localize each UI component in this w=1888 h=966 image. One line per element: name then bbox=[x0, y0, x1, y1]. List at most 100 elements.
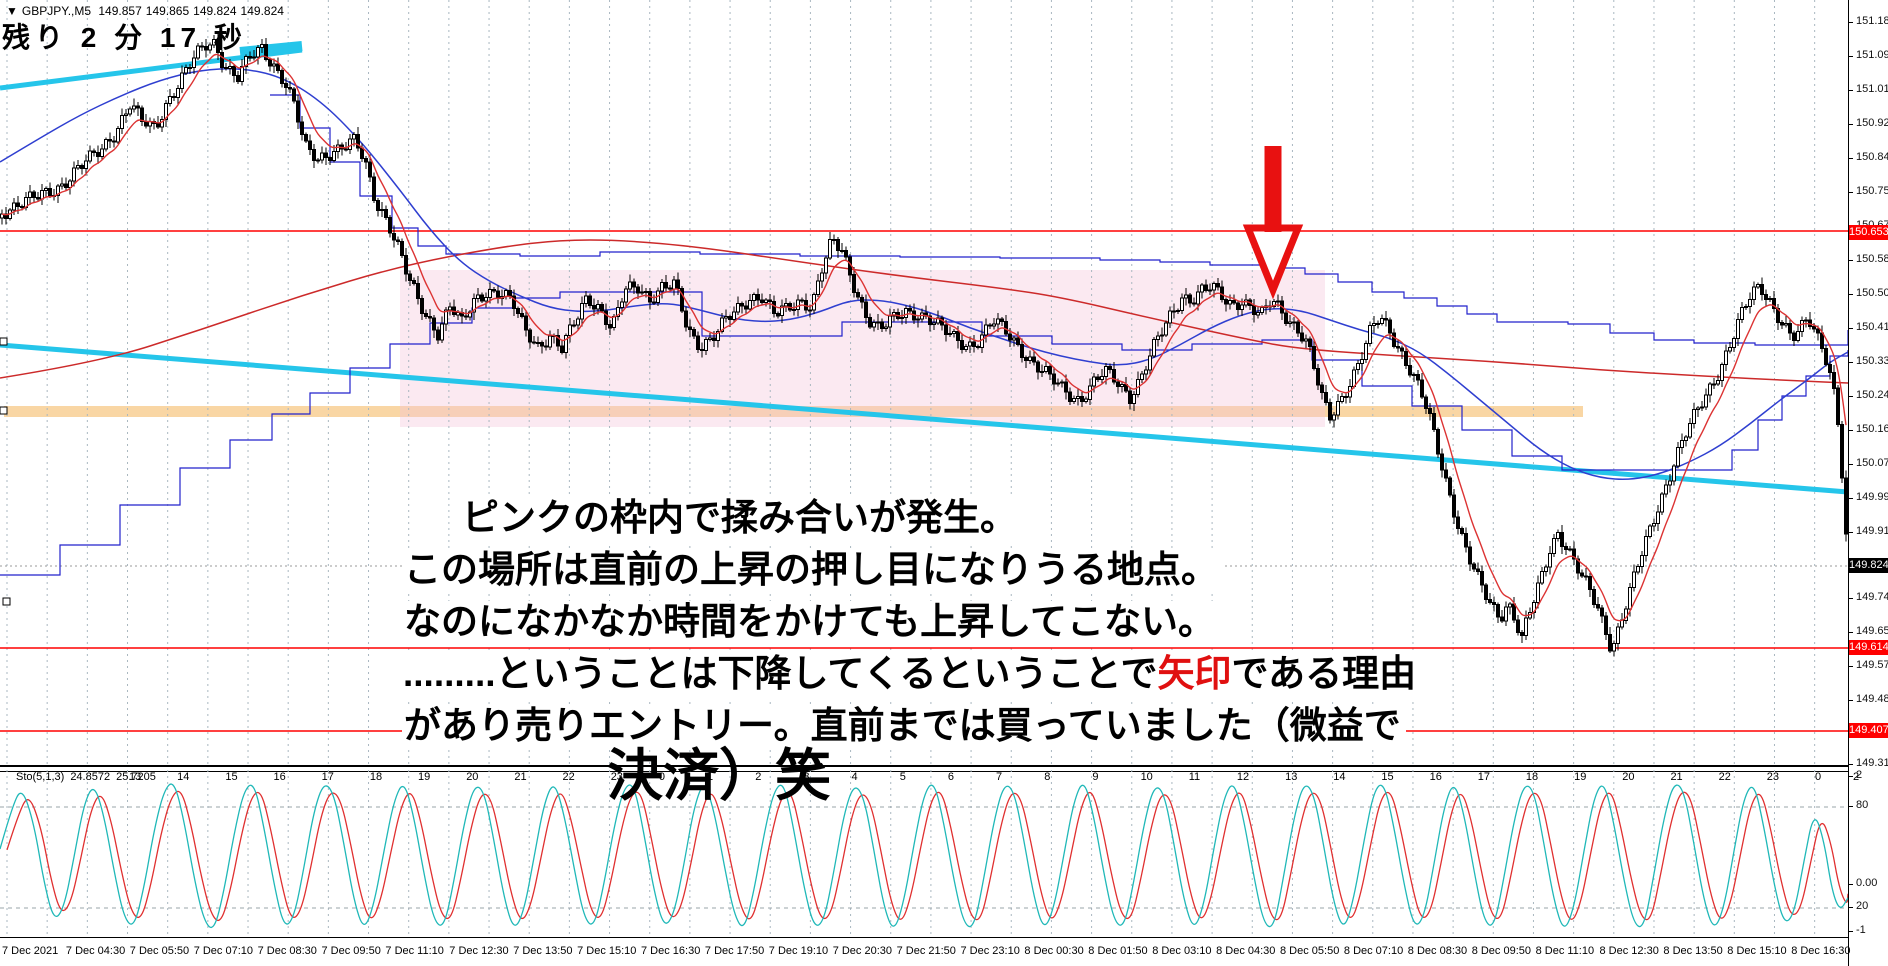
hour-tick-label: 2 bbox=[755, 771, 762, 783]
date-tick-label: 8 Dec 01:50 bbox=[1088, 945, 1148, 957]
stochastic-canvas[interactable] bbox=[0, 770, 1848, 936]
axis-tick-mark bbox=[1849, 806, 1853, 807]
cyan-trendline-thick-cap bbox=[239, 41, 303, 57]
indicator-d-value: 25.7205 bbox=[116, 771, 156, 783]
axis-tick-mark bbox=[1849, 430, 1853, 431]
hour-tick-label: 20 bbox=[466, 771, 479, 783]
hour-tick-label: 19 bbox=[418, 771, 431, 783]
price-tick-label: 149.315 bbox=[1856, 757, 1888, 769]
axis-tick-mark bbox=[1849, 464, 1853, 465]
annotation-line-1: ピンクの枠内で揉み合いが発生。 bbox=[460, 497, 1022, 542]
date-tick-label: 8 Dec 08:30 bbox=[1407, 945, 1468, 957]
price-tick-label: 150.330 bbox=[1856, 355, 1888, 367]
price-tick-label: 150.500 bbox=[1856, 287, 1888, 299]
date-tick-label: 7 Dec 19:10 bbox=[768, 945, 829, 957]
object-handle bbox=[0, 406, 8, 415]
orange-zone-band bbox=[4, 406, 1583, 417]
time-axis-dates: 7 Dec 2021 7 Dec 04:30 7 Dec 05:50 7 Dec 07… bbox=[0, 937, 1851, 966]
axis-tick-mark bbox=[1849, 56, 1853, 57]
price-tick-label: 151.010 bbox=[1856, 83, 1888, 95]
hour-tick-label: 21 bbox=[1670, 771, 1683, 783]
hour-tick-label: 1 bbox=[707, 771, 714, 783]
hour-tick-label: 15 bbox=[1381, 771, 1394, 783]
hour-tick-label: 16 bbox=[1429, 771, 1442, 783]
axis-tick-mark bbox=[1849, 884, 1853, 885]
hour-tick-label: 10 bbox=[1140, 771, 1153, 783]
date-tick-label: 7 Dec 09:50 bbox=[321, 945, 381, 957]
axis-tick-mark bbox=[1849, 124, 1853, 125]
axis-tick-mark bbox=[1849, 764, 1853, 765]
price-tick-label: 149.570 bbox=[1856, 659, 1888, 671]
axis-tick-mark bbox=[1849, 396, 1853, 397]
price-chart-canvas[interactable] bbox=[0, 0, 1848, 766]
hour-tick-label: 11 bbox=[1188, 771, 1201, 783]
date-tick-label: 7 Dec 13:50 bbox=[513, 945, 573, 957]
time-axis-extra-label: 2 bbox=[1853, 771, 1860, 783]
object-handle bbox=[2, 597, 11, 606]
hour-tick-label: 7 bbox=[996, 771, 1003, 783]
hour-tick-label: 18 bbox=[369, 771, 383, 783]
stoch-signal-line-red bbox=[6, 790, 1848, 922]
axis-tick-mark bbox=[1849, 294, 1853, 295]
axis-tick-mark bbox=[1849, 158, 1853, 159]
axis-tick-mark bbox=[1849, 22, 1853, 23]
date-tick-label: 7 Dec 21:50 bbox=[896, 945, 956, 957]
hour-tick-label: 4 bbox=[851, 771, 858, 783]
red-arrow-shaft bbox=[1264, 146, 1282, 232]
cyan-descending-trendline bbox=[0, 342, 1848, 495]
hour-tick-label: 17 bbox=[321, 771, 334, 783]
hour-tick-label: 23 bbox=[610, 771, 623, 783]
price-tick-label: 151.095 bbox=[1856, 49, 1888, 61]
candle-countdown-timer: 残り 2 分 17 秒 bbox=[2, 22, 247, 53]
hour-tick-label: 18 bbox=[1525, 771, 1539, 783]
price-tick-label: 149.990 bbox=[1856, 491, 1888, 503]
axis-tick-mark bbox=[1849, 498, 1853, 499]
date-tick-label: 8 Dec 16:30 bbox=[1791, 945, 1851, 957]
stoch-scale-label: 20 bbox=[1856, 900, 1869, 912]
annotation-line-6: 決済）笑 bbox=[607, 744, 831, 807]
hour-tick-label: 13 bbox=[129, 771, 142, 783]
axis-tick-mark bbox=[1849, 260, 1853, 261]
date-tick-label: 8 Dec 12:30 bbox=[1599, 945, 1659, 957]
price-tick-label: 151.180 bbox=[1856, 15, 1888, 27]
hour-tick-label: 20 bbox=[1622, 771, 1635, 783]
hour-tick-label: 3 bbox=[803, 771, 810, 783]
hour-tick-label: 22 bbox=[562, 771, 575, 783]
price-level-badge: 149.614 bbox=[1849, 640, 1888, 655]
red-long-ma-line bbox=[0, 239, 1848, 384]
symbol-dropdown-icon[interactable]: ▼ bbox=[6, 4, 18, 18]
price-level-badge: 149.824 bbox=[1849, 558, 1888, 573]
price-tick-label: 150.585 bbox=[1856, 253, 1888, 265]
hour-tick-label: 17 bbox=[1477, 771, 1490, 783]
axis-tick-mark bbox=[1849, 328, 1853, 329]
stoch-scale-label: 80 bbox=[1856, 799, 1869, 811]
price-tick-label: 150.925 bbox=[1856, 117, 1888, 129]
date-tick-label: 7 Dec 17:50 bbox=[704, 945, 765, 957]
hour-tick-label: 9 bbox=[1092, 771, 1099, 783]
hour-tick-label: 14 bbox=[177, 771, 190, 783]
hour-tick-label: 0 bbox=[1814, 771, 1822, 783]
price-tick-label: 149.910 bbox=[1856, 525, 1888, 537]
date-tick-label: 7 Dec 16:30 bbox=[641, 945, 701, 957]
annotation-line-4-post: である理由 bbox=[1231, 653, 1417, 694]
price-tick-label: 150.075 bbox=[1856, 457, 1888, 469]
stoch-scale-label: 2 bbox=[1856, 769, 1863, 781]
axis-tick-mark bbox=[1849, 666, 1853, 667]
object-handle bbox=[0, 337, 8, 346]
panel-separator[interactable] bbox=[0, 765, 1848, 772]
price-tick-label: 150.245 bbox=[1856, 389, 1888, 401]
date-tick-label: 8 Dec 04:30 bbox=[1216, 945, 1276, 957]
date-tick-label: 7 Dec 20:30 bbox=[832, 945, 893, 957]
hour-tick-label: 19 bbox=[1574, 771, 1587, 783]
date-tick-label: 7 Dec 15:10 bbox=[577, 945, 637, 957]
hour-tick-label: 14 bbox=[1333, 771, 1346, 783]
candles-group bbox=[0, 31, 1848, 657]
hour-tick-label: 13 bbox=[1285, 771, 1298, 783]
annotation-line-3: なのになかなか時間をかけても上昇してこない。 bbox=[402, 601, 1221, 646]
indicator-k-value: 24.8572 bbox=[70, 771, 111, 783]
date-tick-label: 8 Dec 13:50 bbox=[1663, 945, 1723, 957]
date-tick-label: 8 Dec 00:30 bbox=[1024, 945, 1084, 957]
stoch-main-line-teal bbox=[0, 783, 1848, 929]
date-tick-label: 7 Dec 2021 bbox=[2, 945, 59, 957]
